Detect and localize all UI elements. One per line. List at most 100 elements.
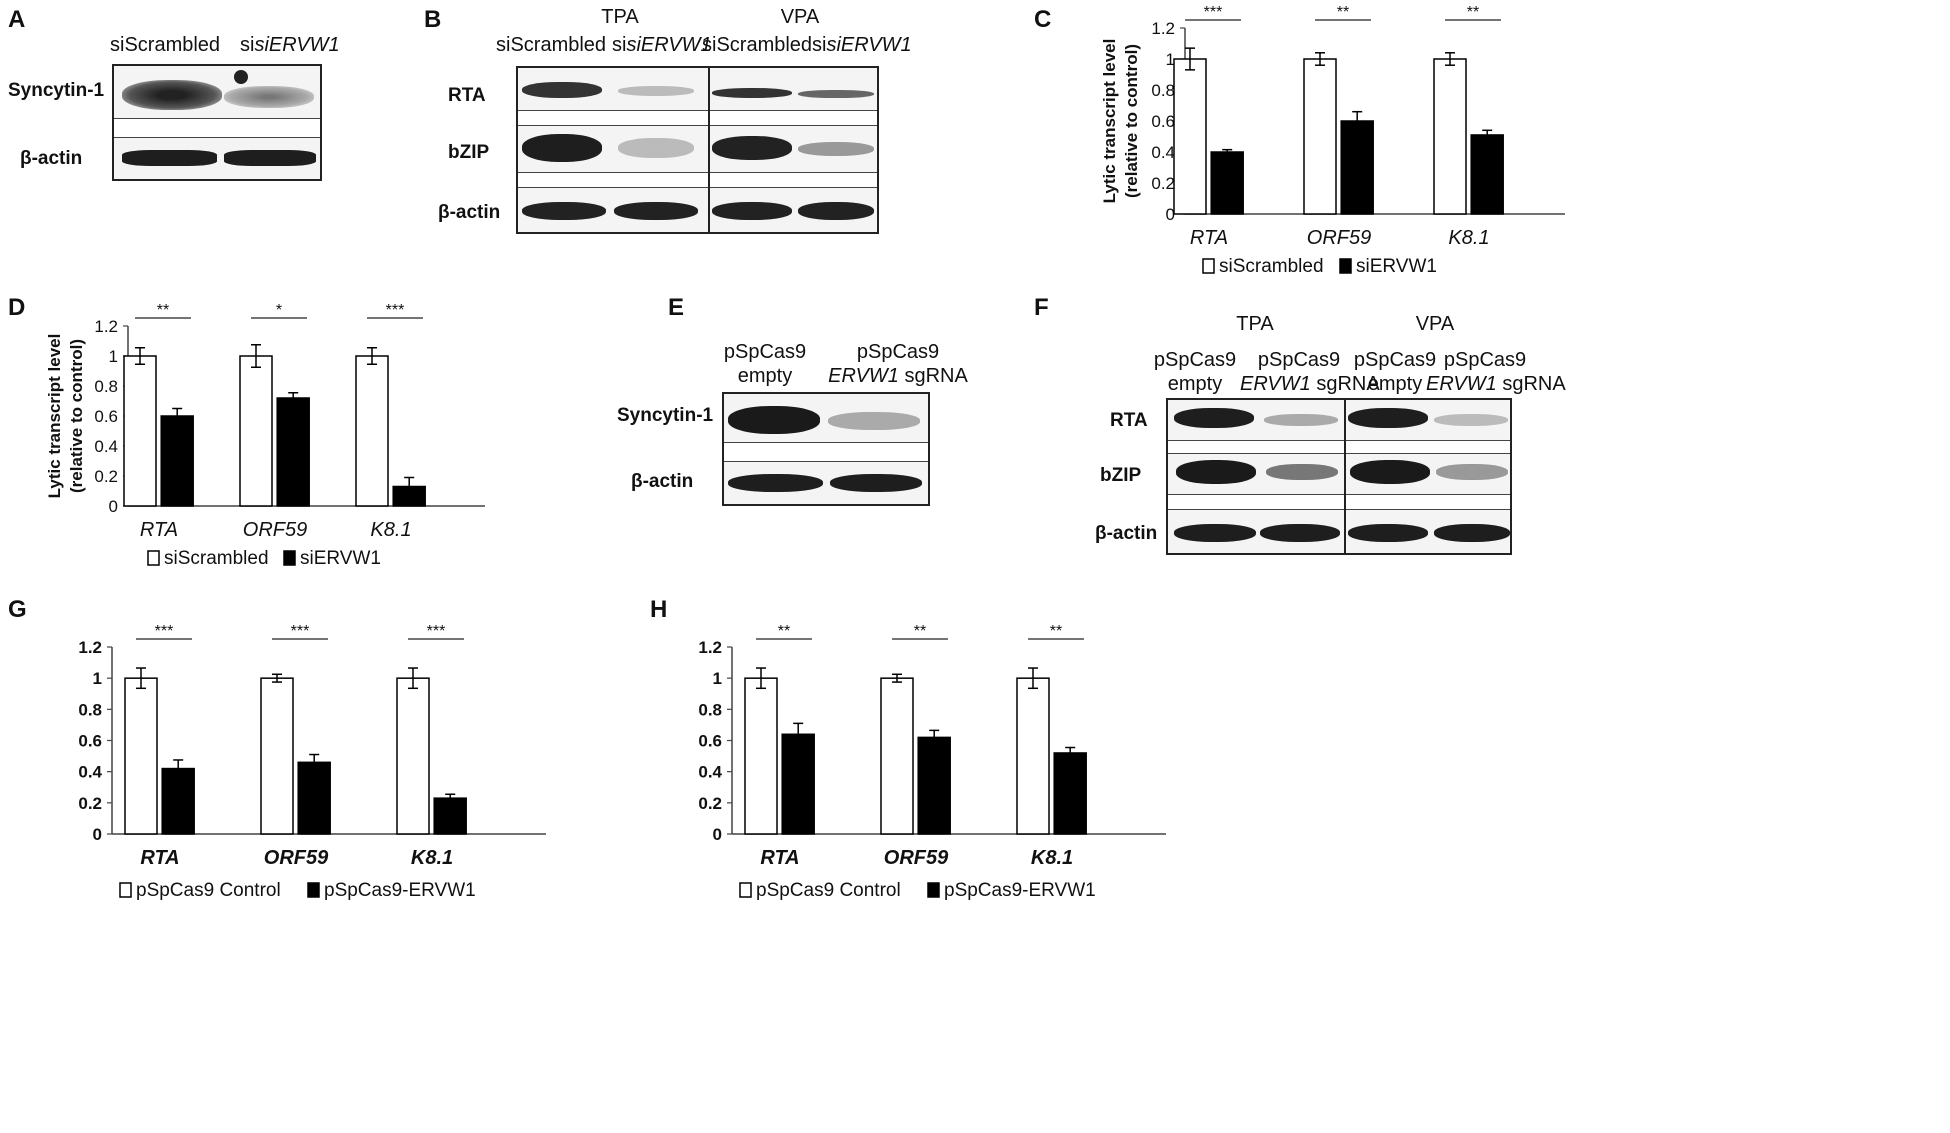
y-tick-label: 1.2 xyxy=(94,317,118,336)
legend-swatch xyxy=(927,882,940,898)
lane-line: pSpCas9 xyxy=(1257,349,1341,371)
significance-stars: * xyxy=(276,302,282,319)
bar xyxy=(1016,677,1050,835)
legend-label: pSpCas9-ERVW1 xyxy=(324,880,476,901)
legend-label: pSpCas9 Control xyxy=(136,880,281,901)
lane-label: siScrambled xyxy=(110,34,221,56)
category-label: K8.1 xyxy=(1031,847,1073,869)
significance-stars: ** xyxy=(914,623,926,640)
legend-swatch xyxy=(147,550,160,566)
category-label: ORF59 xyxy=(884,847,949,869)
panel-letter-e: E xyxy=(668,294,685,321)
y-tick-label: 1.2 xyxy=(78,638,102,657)
legend-label: siScrambled xyxy=(164,548,269,569)
bar xyxy=(124,677,158,835)
legend-label: siERVW1 xyxy=(300,548,381,569)
legend-swatch xyxy=(1202,258,1215,274)
bar xyxy=(297,761,331,835)
bar xyxy=(1053,752,1087,835)
category-label: RTA xyxy=(140,519,178,541)
panel-letter-f: F xyxy=(1034,294,1049,321)
bar-chart: 0 0.2 0.4 0.6 0.8 1 1.2 Lytic transcript level(… xyxy=(1100,4,1565,277)
legend-swatch xyxy=(119,882,132,898)
significance-stars: *** xyxy=(386,302,405,319)
lane-label: pSpCas9 ERVW1 sgRNA xyxy=(1240,348,1380,396)
y-tick-label: 0.2 xyxy=(1151,174,1175,193)
lane-line: sgRNA xyxy=(1310,373,1380,395)
panel-letter-a: A xyxy=(8,6,26,33)
y-tick-label: 0.4 xyxy=(1151,143,1175,162)
row-label: Syncytin-1 xyxy=(8,80,105,101)
bar xyxy=(239,355,273,507)
legend-swatch xyxy=(739,882,752,898)
bar-chart: 0 0.2 0.4 0.6 0.8 1 1.2 Lytic transcript level(… xyxy=(45,302,485,569)
row-label: RTA xyxy=(448,85,486,106)
lane-label: pSpCas9 ERVW1 sgRNA xyxy=(828,340,968,388)
legend-label: siScrambled xyxy=(1219,256,1324,277)
legend-swatch xyxy=(1339,258,1352,274)
gene-name: ERVW1 xyxy=(828,365,899,387)
bar xyxy=(161,767,195,835)
legend-label: pSpCas9-ERVW1 xyxy=(944,880,1096,901)
legend-swatch xyxy=(283,550,296,566)
gene-name: siERVW1 xyxy=(254,34,340,56)
bar xyxy=(123,355,157,507)
bar-chart: 0 0.2 0.4 0.6 0.8 1 1.2 ** RTA ** ORF59 ** K8.1 pSpCa… xyxy=(698,623,1166,901)
y-axis-label: (relative to control) xyxy=(67,339,86,493)
lane-label: siScrambled xyxy=(702,34,813,56)
row-label: β-actin xyxy=(20,148,83,169)
y-tick-label: 0.8 xyxy=(94,377,118,396)
significance-stars: ** xyxy=(1337,4,1349,21)
lane-label: sisiERVW1 xyxy=(612,34,712,56)
lane-label: sisiERVW1 xyxy=(812,34,912,56)
treatment-label: VPA xyxy=(1415,313,1455,335)
gene-name: siERVW1 xyxy=(626,34,712,56)
lane-label: siScrambled xyxy=(496,34,607,56)
category-label: RTA xyxy=(140,847,179,869)
significance-stars: *** xyxy=(1204,4,1223,21)
row-label: β-actin xyxy=(438,202,501,223)
significance-stars: ** xyxy=(778,623,790,640)
y-tick-label: 1.2 xyxy=(698,638,722,657)
western-blot xyxy=(516,66,879,234)
significance-stars: ** xyxy=(1050,623,1062,640)
bar xyxy=(1210,151,1244,215)
significance-stars: *** xyxy=(155,623,174,640)
category-label: ORF59 xyxy=(243,519,307,541)
lane-line: pSpCas9 xyxy=(723,341,807,363)
y-tick-label: 0 xyxy=(713,825,722,844)
bar-chart: 0 0.2 0.4 0.6 0.8 1 1.2 *** RTA *** ORF59 *** K8.1 pS… xyxy=(78,623,546,901)
lane-line: pSpCas9 xyxy=(856,341,940,363)
bar xyxy=(260,677,294,835)
bar xyxy=(1470,134,1504,215)
legend-label: siERVW1 xyxy=(1356,256,1437,277)
bar xyxy=(276,397,310,507)
panel-letter-c: C xyxy=(1034,6,1052,33)
row-label: bZIP xyxy=(448,142,490,163)
significance-stars: *** xyxy=(427,623,446,640)
lane-label: pSpCas9 empty xyxy=(715,340,815,388)
category-label: ORF59 xyxy=(264,847,329,869)
bar xyxy=(433,797,467,835)
y-tick-label: 1.2 xyxy=(1151,19,1175,38)
y-tick-label: 0.6 xyxy=(1151,112,1175,131)
y-tick-label: 0.8 xyxy=(78,700,102,719)
lane-line: empty xyxy=(1167,373,1223,395)
y-axis-label: (relative to control) xyxy=(1122,44,1141,198)
western-blot xyxy=(1166,398,1512,555)
panel-letter-h: H xyxy=(650,596,668,623)
y-tick-label: 0.4 xyxy=(94,437,118,456)
y-tick-label: 0.8 xyxy=(698,700,722,719)
row-label: β-actin xyxy=(631,471,694,492)
treatment-label: TPA xyxy=(1236,313,1274,335)
y-tick-label: 0.2 xyxy=(94,467,118,486)
y-tick-label: 0 xyxy=(1166,205,1175,224)
y-tick-label: 0.6 xyxy=(94,407,118,426)
y-tick-label: 0.4 xyxy=(78,763,102,782)
bar xyxy=(917,736,951,835)
category-label: K8.1 xyxy=(1448,227,1489,249)
legend-label: pSpCas9 Control xyxy=(756,880,901,901)
row-label: β-actin xyxy=(1095,523,1158,544)
lane-label: pSpCas9 empty xyxy=(1350,348,1440,396)
lane-line: empty xyxy=(737,365,793,387)
